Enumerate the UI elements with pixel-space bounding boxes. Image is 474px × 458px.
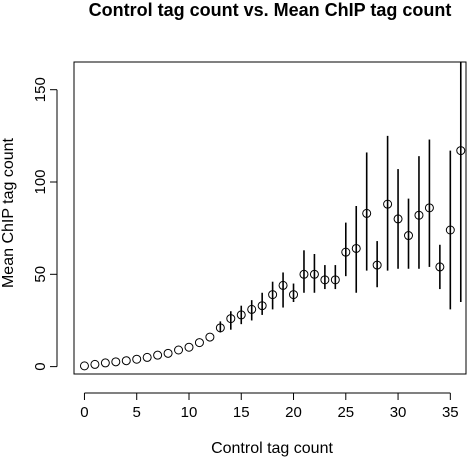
data-point bbox=[309, 269, 319, 279]
data-point bbox=[289, 290, 299, 300]
y-tick-label: 50 bbox=[32, 266, 49, 283]
x-tick-label: 35 bbox=[442, 404, 459, 421]
data-point bbox=[121, 356, 131, 366]
data-point bbox=[194, 338, 204, 348]
data-point bbox=[132, 354, 142, 364]
data-point bbox=[153, 350, 163, 360]
data-point bbox=[330, 275, 340, 285]
data-point bbox=[320, 275, 330, 285]
data-point bbox=[414, 210, 424, 220]
x-tick-label: 25 bbox=[337, 404, 354, 421]
data-point bbox=[456, 146, 466, 156]
data-point bbox=[404, 231, 414, 241]
x-tick-label: 10 bbox=[181, 404, 198, 421]
x-tick-label: 20 bbox=[285, 404, 302, 421]
data-point bbox=[142, 352, 152, 362]
y-tick-label: 150 bbox=[32, 77, 49, 102]
data-point bbox=[163, 348, 173, 358]
data-point bbox=[268, 290, 278, 300]
data-point bbox=[362, 208, 372, 218]
x-tick-label: 0 bbox=[80, 404, 88, 421]
data-point bbox=[257, 301, 267, 311]
data-point bbox=[184, 342, 194, 352]
data-point bbox=[393, 214, 403, 224]
data-point bbox=[174, 345, 184, 355]
data-point bbox=[299, 269, 309, 279]
data-point bbox=[100, 358, 110, 368]
y-tick-label: 100 bbox=[32, 169, 49, 194]
plot-area bbox=[79, 62, 466, 371]
data-point bbox=[372, 260, 382, 270]
data-point bbox=[236, 310, 246, 320]
data-point bbox=[247, 304, 257, 314]
x-tick-label: 30 bbox=[390, 404, 407, 421]
y-axis-label: Mean ChIP tag count bbox=[0, 137, 17, 288]
plot-frame bbox=[73, 61, 467, 375]
data-point bbox=[424, 203, 434, 213]
data-point bbox=[111, 357, 121, 367]
data-point bbox=[278, 280, 288, 290]
data-point bbox=[79, 361, 89, 371]
y-tick-label: 0 bbox=[32, 362, 49, 370]
chart-title: Control tag count vs. Mean ChIP tag coun… bbox=[89, 0, 452, 20]
data-point bbox=[90, 359, 100, 369]
data-point bbox=[205, 332, 215, 342]
data-point bbox=[341, 247, 351, 257]
x-tick-label: 15 bbox=[233, 404, 250, 421]
y-axis: 0 50 100 150 bbox=[32, 77, 58, 371]
data-point bbox=[226, 314, 236, 324]
x-tick-label: 5 bbox=[133, 404, 141, 421]
data-point bbox=[445, 225, 455, 235]
data-point bbox=[383, 199, 393, 209]
x-axis-label: Control tag count bbox=[211, 440, 333, 457]
data-point bbox=[435, 262, 445, 272]
data-point bbox=[351, 243, 361, 253]
data-point bbox=[215, 323, 225, 333]
x-axis: 0 5 10 15 20 25 30 35 bbox=[80, 392, 459, 421]
